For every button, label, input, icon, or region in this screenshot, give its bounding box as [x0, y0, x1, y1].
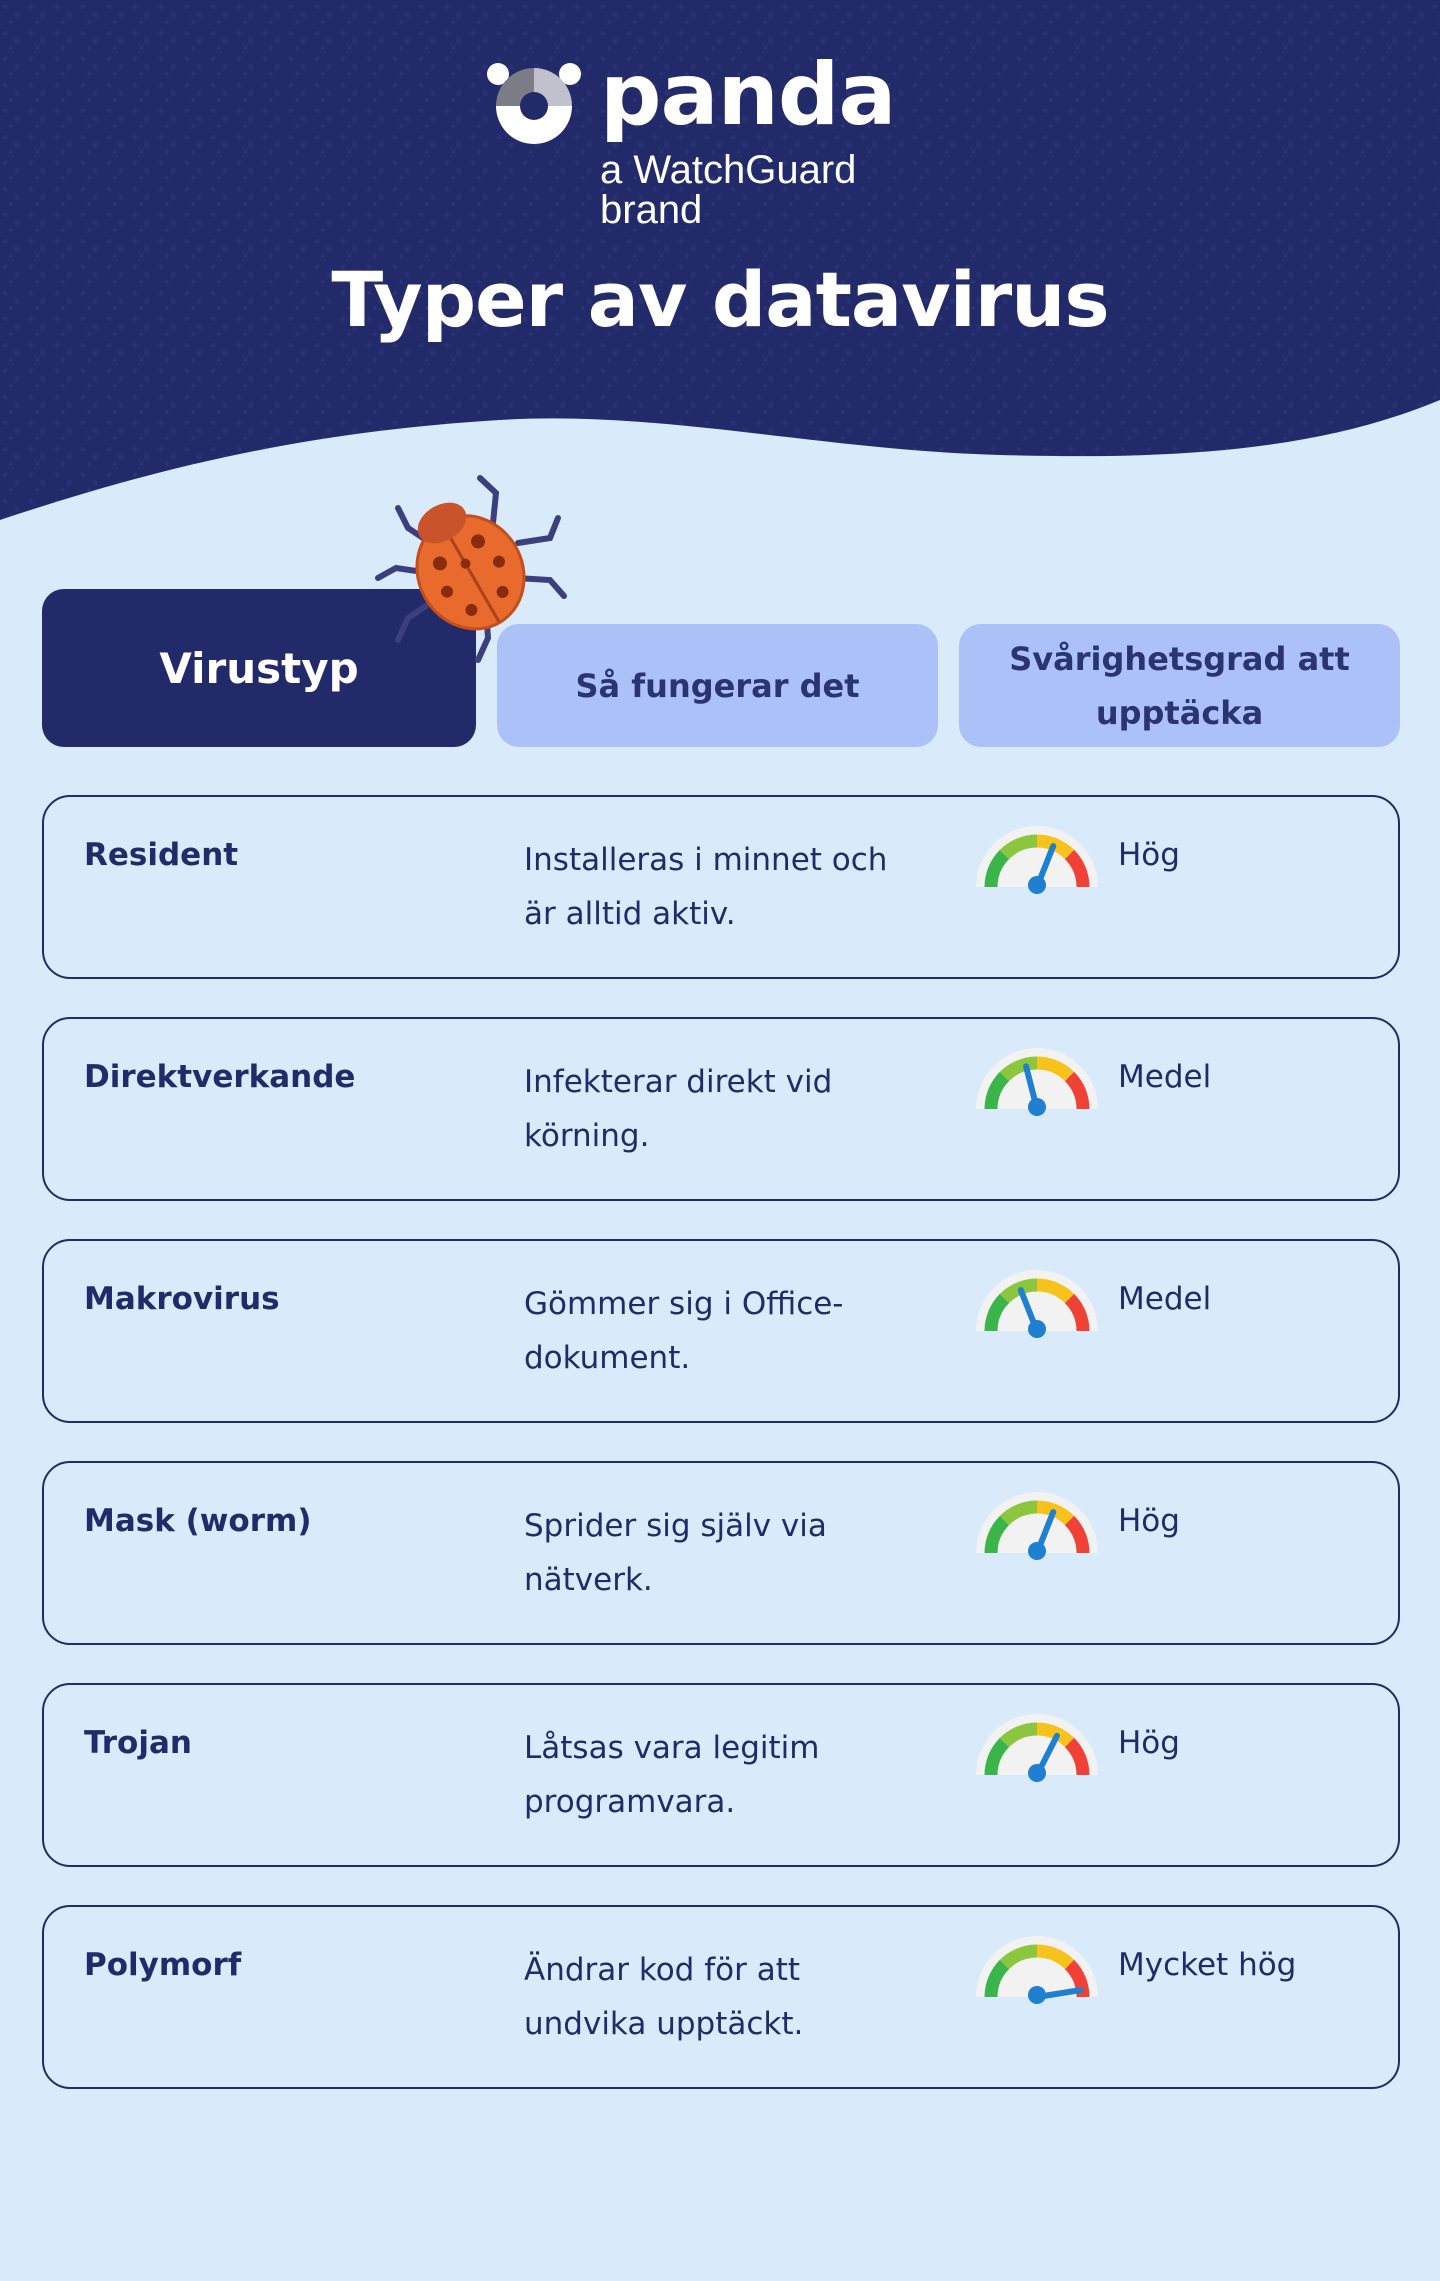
header-wave-background: [0, 0, 1440, 520]
gauge-segment: [1064, 1293, 1090, 1332]
virus-name: Direktverkande: [84, 1059, 356, 1095]
gauge-segment: [1064, 1959, 1090, 1998]
brand-logo: panda a WatchGuard brand: [486, 52, 966, 230]
gauge-segment: [1036, 1278, 1075, 1304]
gauge-face: [976, 1714, 1098, 1775]
gauge-segment: [1064, 1071, 1090, 1110]
gauge-face: [976, 1270, 1098, 1331]
virus-name: Trojan: [84, 1725, 192, 1761]
panda-logo-icon: [487, 63, 581, 144]
virus-description: Installeras i minnet och är alltid aktiv…: [524, 842, 888, 932]
gauge-segment: [984, 1737, 1010, 1776]
gauge-segment: [1036, 1722, 1075, 1748]
gauge-segment: [999, 1500, 1038, 1526]
gauge-segment: [984, 1959, 1010, 1998]
virus-table: Resident Installeras i minnet och är all…: [42, 795, 1400, 2127]
brand-name: panda: [600, 45, 896, 145]
virus-name: Makrovirus: [84, 1281, 280, 1317]
difficulty-level: Hög: [1118, 1503, 1180, 1539]
ladybug-icon: [375, 475, 567, 663]
gauge-segment: [984, 1515, 1010, 1554]
virus-description: Gömmer sig i Office-dokument.: [524, 1286, 844, 1376]
gauge-segment: [984, 1071, 1010, 1110]
gauge-segment: [999, 1944, 1038, 1970]
gauge-segment: [999, 1056, 1038, 1082]
virus-name: Resident: [84, 837, 239, 873]
gauge-meter-icon: [976, 1048, 1098, 1116]
virus-description: Ändrar kod för att undvika upptäckt.: [524, 1952, 804, 2042]
table-row: Trojan Låtsas vara legitim programvara. …: [42, 1683, 1400, 1867]
gauge-segment: [1064, 849, 1090, 888]
table-row: Direktverkande Infekterar direkt vid kör…: [42, 1017, 1400, 1201]
table-row: Makrovirus Gömmer sig i Office-dokument.…: [42, 1239, 1400, 1423]
gauge-segment: [999, 1722, 1038, 1748]
brand-tagline: a WatchGuard brand: [600, 148, 857, 232]
gauge-hub: [1028, 1098, 1046, 1116]
gauge-hub: [1028, 1542, 1046, 1560]
tab-virus-type[interactable]: Virustyp: [42, 589, 476, 747]
difficulty-level: Mycket hög: [1118, 1947, 1297, 1983]
gauge-hub: [1028, 1764, 1046, 1782]
difficulty-level: Hög: [1118, 837, 1180, 873]
gauge-meter-icon: [976, 1492, 1098, 1560]
virus-name: Mask (worm): [84, 1503, 312, 1539]
gauge-hub: [1028, 876, 1046, 894]
gauge-meter-icon: [976, 1714, 1098, 1782]
table-row: Polymorf Ändrar kod för att undvika uppt…: [42, 1905, 1400, 2089]
gauge-hub: [1028, 1320, 1046, 1338]
table-row: Mask (worm) Sprider sig själv via nätver…: [42, 1461, 1400, 1645]
tab-detection-difficulty[interactable]: Svårighetsgrad att upptäcka: [959, 624, 1400, 747]
gauge-segment: [1064, 1737, 1090, 1776]
gauge-segment: [1036, 1944, 1075, 1970]
gauge-meter-icon: [976, 826, 1098, 894]
gauge-meter-icon: [976, 1936, 1098, 2004]
gauge-face: [976, 1048, 1098, 1109]
gauge-hub: [1028, 1986, 1046, 2004]
virus-name: Polymorf: [84, 1947, 242, 1983]
virus-description: Sprider sig själv via nätverk.: [524, 1508, 827, 1598]
virus-description: Infekterar direkt vid körning.: [524, 1064, 833, 1154]
gauge-segment: [984, 849, 1010, 888]
header-banner: panda a WatchGuard brand Typer av datavi…: [0, 0, 1440, 560]
difficulty-level: Hög: [1118, 1725, 1180, 1761]
gauge-face: [976, 1492, 1098, 1553]
gauge-meter-icon: [976, 1270, 1098, 1338]
gauge-face: [976, 1936, 1098, 1997]
virus-description: Låtsas vara legitim programvara.: [524, 1730, 820, 1820]
gauge-segment: [999, 834, 1038, 860]
gauge-segment: [1064, 1515, 1090, 1554]
difficulty-level: Medel: [1118, 1059, 1212, 1095]
table-row: Resident Installeras i minnet och är all…: [42, 795, 1400, 979]
page-title: Typer av datavirus: [331, 255, 1109, 344]
gauge-face: [976, 826, 1098, 887]
gauge-segment: [984, 1293, 1010, 1332]
tab-how-it-works[interactable]: Så fungerar det: [497, 624, 938, 747]
difficulty-level: Medel: [1118, 1281, 1212, 1317]
gauge-segment: [1036, 1056, 1075, 1082]
